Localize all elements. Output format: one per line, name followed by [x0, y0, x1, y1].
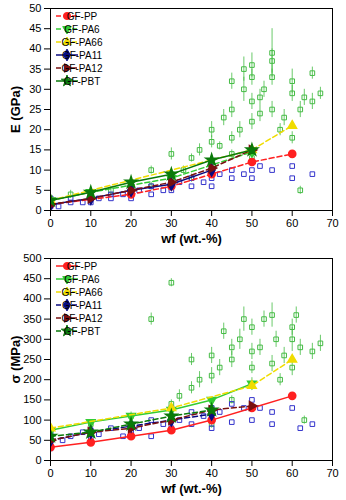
- svg-text:30: 30: [29, 83, 41, 95]
- svg-text:GF-PP: GF-PP: [67, 261, 98, 272]
- svg-text:400: 400: [23, 292, 41, 304]
- svg-text:50: 50: [246, 217, 258, 229]
- svg-text:wf (wt.-%): wf (wt.-%): [160, 481, 222, 496]
- svg-text:20: 20: [29, 123, 41, 135]
- svg-text:0: 0: [47, 467, 53, 479]
- svg-text:350: 350: [23, 313, 41, 325]
- svg-text:σ (MPa): σ (MPa): [8, 336, 23, 384]
- svg-text:100: 100: [23, 414, 41, 426]
- svg-text:25: 25: [29, 103, 41, 115]
- svg-text:GF-PP: GF-PP: [67, 11, 98, 22]
- svg-text:20: 20: [125, 217, 137, 229]
- svg-text:70: 70: [326, 467, 338, 479]
- svg-text:10: 10: [29, 164, 41, 176]
- svg-text:60: 60: [286, 467, 298, 479]
- svg-text:wf (wt.-%): wf (wt.-%): [160, 231, 222, 246]
- svg-text:GF-PA11: GF-PA11: [62, 300, 103, 311]
- svg-text:40: 40: [206, 217, 218, 229]
- svg-text:50: 50: [246, 467, 258, 479]
- svg-text:300: 300: [23, 333, 41, 345]
- svg-text:60: 60: [286, 217, 298, 229]
- svg-text:10: 10: [85, 217, 97, 229]
- svg-text:E (GPa): E (GPa): [8, 86, 23, 133]
- svg-text:GF-PA6: GF-PA6: [64, 274, 100, 285]
- svg-text:150: 150: [23, 393, 41, 405]
- svg-text:0: 0: [35, 454, 41, 466]
- svg-text:20: 20: [125, 467, 137, 479]
- svg-text:GF-PA12: GF-PA12: [62, 313, 103, 324]
- svg-text:30: 30: [165, 217, 177, 229]
- svg-text:10: 10: [85, 467, 97, 479]
- svg-text:15: 15: [29, 143, 41, 155]
- svg-text:5: 5: [35, 184, 41, 196]
- svg-text:500: 500: [23, 252, 41, 264]
- svg-text:70: 70: [326, 217, 338, 229]
- svg-text:0: 0: [35, 204, 41, 216]
- svg-text:200: 200: [23, 373, 41, 385]
- svg-text:30: 30: [165, 467, 177, 479]
- svg-text:45: 45: [29, 22, 41, 34]
- svg-text:40: 40: [206, 467, 218, 479]
- svg-text:40: 40: [29, 42, 41, 54]
- svg-text:GF-PA11: GF-PA11: [62, 50, 103, 61]
- svg-text:GF-PA66: GF-PA66: [62, 37, 103, 48]
- svg-text:35: 35: [29, 63, 41, 75]
- svg-text:GF-PBT: GF-PBT: [64, 326, 101, 337]
- svg-text:GF-PA12: GF-PA12: [62, 63, 103, 74]
- svg-text:GF-PBT: GF-PBT: [64, 76, 101, 87]
- svg-text:GF-PA6: GF-PA6: [64, 24, 100, 35]
- svg-text:0: 0: [47, 217, 53, 229]
- svg-text:50: 50: [29, 2, 41, 14]
- svg-text:450: 450: [23, 272, 41, 284]
- svg-text:250: 250: [23, 353, 41, 365]
- svg-text:50: 50: [29, 434, 41, 446]
- svg-text:GF-PA66: GF-PA66: [62, 287, 103, 298]
